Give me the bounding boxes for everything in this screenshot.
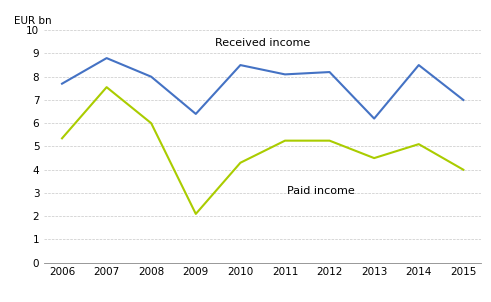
Text: Paid income: Paid income xyxy=(287,186,355,196)
Text: EUR bn: EUR bn xyxy=(14,15,51,26)
Text: Received income: Received income xyxy=(215,38,310,48)
